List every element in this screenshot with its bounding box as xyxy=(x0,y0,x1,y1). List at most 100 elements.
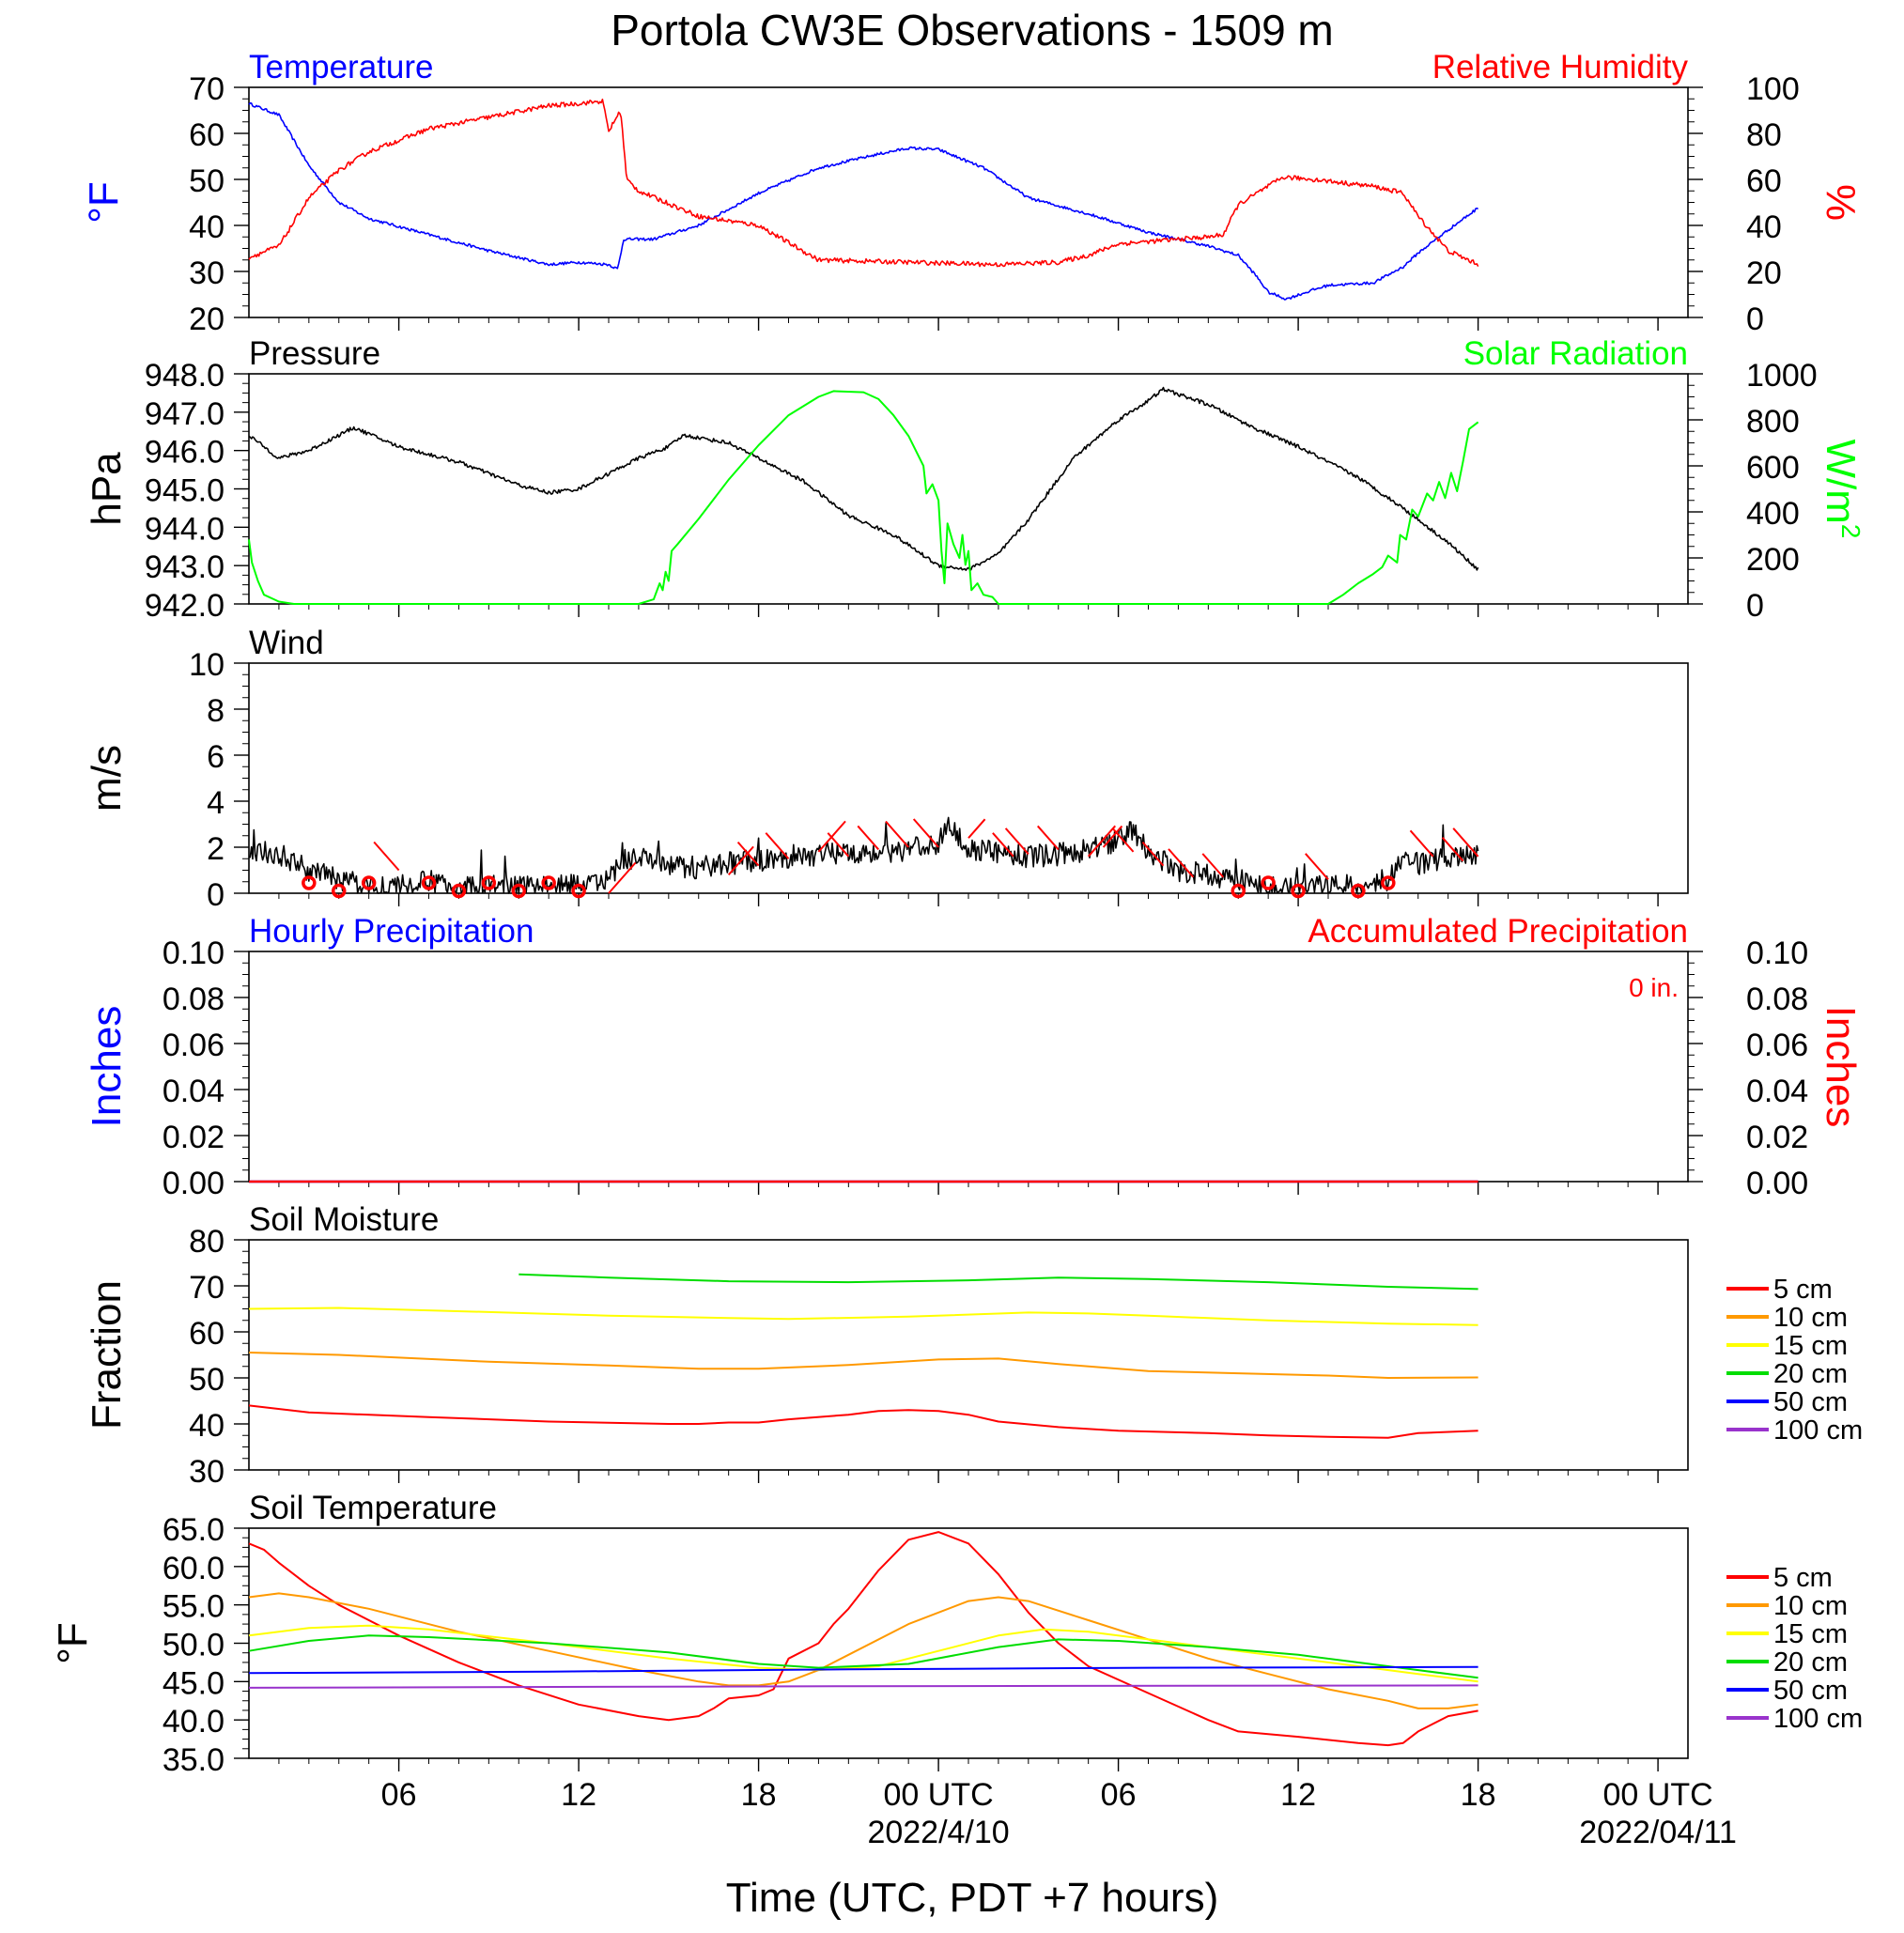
x-tick-date-label: 2022/04/11 xyxy=(1579,1815,1737,1850)
legend-label: 50 cm xyxy=(1773,1387,1848,1417)
y2-tick-label: 100 xyxy=(1746,71,1800,107)
y2-tick-label: 20 xyxy=(1746,255,1782,291)
legend-label: 20 cm xyxy=(1773,1647,1848,1678)
x-tick-label: 18 xyxy=(741,1777,777,1813)
y-tick-label: 70 xyxy=(189,71,224,107)
y2-tick-label: 200 xyxy=(1746,542,1800,578)
x-tick-label: 06 xyxy=(381,1777,417,1813)
series-line-20-cm xyxy=(519,1273,1478,1291)
y-tick-label: 40.0 xyxy=(163,1704,224,1740)
calm-wind-marker xyxy=(571,883,586,899)
wind-barb xyxy=(1004,827,1029,856)
chart-title: Portola CW3E Observations - 1509 m xyxy=(611,6,1334,54)
calm-wind-marker xyxy=(1231,883,1246,899)
calm-wind-marker xyxy=(302,875,317,890)
y2-tick-label: 0.04 xyxy=(1746,1074,1808,1109)
y-tick-label: 70 xyxy=(189,1270,224,1306)
y-tick-label: 40 xyxy=(189,1408,224,1444)
y-axis-label: hPa xyxy=(84,452,130,526)
legend-label: 20 cm xyxy=(1773,1359,1848,1389)
calm-wind-marker xyxy=(361,875,377,890)
legend-label: 10 cm xyxy=(1773,1591,1848,1621)
legend-label: 50 cm xyxy=(1773,1676,1848,1706)
x-tick-label: 12 xyxy=(1280,1777,1316,1813)
series-line-20-cm xyxy=(248,1634,1478,1679)
wind-barb xyxy=(992,832,1014,858)
series-line-pressure xyxy=(248,386,1479,571)
panel-title-left: Hourly Precipitation xyxy=(249,913,534,950)
series-line-15-cm xyxy=(248,1624,1478,1683)
series-line-relative-humidity xyxy=(248,99,1479,268)
y2-tick-label: 0 xyxy=(1746,302,1764,337)
series-line-10-cm xyxy=(248,1352,1478,1379)
series-line-temperature xyxy=(248,101,1479,301)
y-axis-label: °F xyxy=(50,1622,96,1663)
panel-title-right: Relative Humidity xyxy=(1432,49,1689,85)
y2-tick-label: 0.10 xyxy=(1746,936,1808,971)
panel-precip: 0.00 0.02 0.04 0.06 0.08 0.10 0.00 0.02 0.04 0.06… xyxy=(84,913,1864,1201)
wind-barb xyxy=(608,861,637,894)
y-tick-label: 80 xyxy=(189,1224,224,1260)
panel-soil_moisture: 30 40 50 60 70 80 Soil Moisture Fraction 5 cm10 … xyxy=(84,1201,1863,1490)
legend-label: 100 cm xyxy=(1773,1704,1863,1734)
y-tick-label: 0.04 xyxy=(163,1074,224,1109)
calm-wind-marker xyxy=(421,875,437,890)
wind-barb xyxy=(1305,853,1329,880)
y-tick-label: 20 xyxy=(189,302,224,337)
y-tick-label: 947.0 xyxy=(145,396,224,432)
y-tick-label: 0 xyxy=(207,877,224,913)
wind-barb xyxy=(1409,829,1434,858)
y-tick-label: 65.0 xyxy=(163,1512,224,1548)
y2-axis-label: Inches xyxy=(1818,1006,1864,1128)
y2-axis-label-superscript: 2 xyxy=(1836,524,1865,539)
panel-title-left: Soil Moisture xyxy=(249,1201,439,1238)
wind-barb xyxy=(857,825,880,851)
y-tick-label: 4 xyxy=(207,785,224,821)
y-tick-label: 30 xyxy=(189,1454,224,1490)
series-line-15-cm xyxy=(248,1307,1478,1326)
y-tick-label: 60.0 xyxy=(163,1551,224,1586)
y2-tick-label: 80 xyxy=(1746,117,1782,153)
series-line-5-cm xyxy=(248,1531,1478,1747)
y-tick-label: 40 xyxy=(189,209,224,245)
y2-tick-label: 400 xyxy=(1746,496,1800,532)
x-tick-label: 12 xyxy=(561,1777,596,1813)
y2-axis-label: % xyxy=(1818,184,1864,221)
y-tick-label: 50.0 xyxy=(163,1628,224,1663)
y-axis-label: Inches xyxy=(84,1006,130,1128)
wind-barb xyxy=(1102,825,1123,848)
calm-wind-marker xyxy=(1381,875,1396,890)
y-tick-label: 945.0 xyxy=(145,473,224,509)
legend-label: 100 cm xyxy=(1773,1415,1863,1446)
series-line-5-cm xyxy=(248,1404,1478,1439)
x-tick-date-label: 2022/4/10 xyxy=(867,1815,1009,1850)
y-tick-label: 50 xyxy=(189,163,224,199)
y2-tick-label: 0.08 xyxy=(1746,982,1808,1017)
y2-tick-label: 0 xyxy=(1746,588,1764,624)
y-tick-label: 0.08 xyxy=(163,982,224,1017)
panel-title-left: Wind xyxy=(249,625,324,661)
y-tick-label: 35.0 xyxy=(163,1742,224,1778)
y-tick-label: 45.0 xyxy=(163,1665,224,1701)
wind-barb xyxy=(1111,827,1135,853)
y-tick-label: 8 xyxy=(207,693,224,729)
wind-barb xyxy=(373,841,400,872)
y2-axis-label: W/m2 xyxy=(1818,440,1865,539)
panel-title-right: Accumulated Precipitation xyxy=(1308,913,1688,950)
legend-label: 5 cm xyxy=(1773,1275,1833,1305)
wind-barb xyxy=(736,841,760,867)
x-tick-label: 00 UTC xyxy=(1603,1777,1713,1813)
wind-barb xyxy=(1141,841,1165,867)
y-tick-label: 55.0 xyxy=(163,1589,224,1625)
y-axis-label: m/s xyxy=(84,745,130,812)
wind-barb xyxy=(1452,827,1479,858)
series-line-100-cm xyxy=(248,1684,1478,1689)
x-tick-label: 00 UTC xyxy=(884,1777,994,1813)
series-line-solar-radiation xyxy=(248,390,1479,605)
wind-barb xyxy=(765,832,790,859)
